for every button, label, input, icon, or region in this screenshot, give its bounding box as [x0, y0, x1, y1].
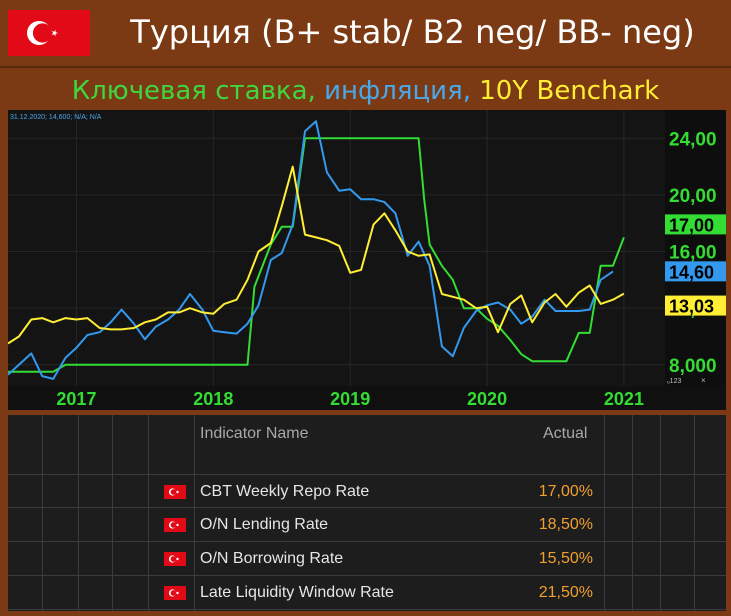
subtitle-key-rate: Ключевая ставка, — [71, 76, 325, 106]
indicator-table: Indicator Name Actual CBT Weekly Repo Ra… — [8, 415, 726, 611]
turkey-flag-icon — [164, 586, 186, 600]
turkey-flag-icon — [164, 485, 186, 499]
chart-subtitle: Ключевая ставка, инфляция, 10Y Benchark — [0, 76, 731, 106]
x-tick-label: 2017 — [56, 389, 96, 409]
x-axis-panel — [8, 386, 726, 410]
indicator-actual: 21,50% — [538, 584, 593, 601]
y-tick-label: 24,00 — [669, 129, 717, 150]
last-value-badge — [665, 295, 726, 316]
series-line-key_rate — [8, 137, 625, 373]
last-value-label: 13,03 — [669, 297, 714, 317]
indicator-name: O/N Lending Rate — [200, 516, 329, 533]
indicator-actual: 17,00% — [538, 483, 593, 500]
turkey-flag-icon — [164, 518, 186, 532]
header: Турция (B+ stab/ B2 neg/ BB- neg) — [0, 0, 731, 66]
axis-close-icon: × — [701, 376, 706, 385]
last-value-label: 14,60 — [669, 262, 714, 282]
indicator-name: Late Liquidity Window Rate — [200, 584, 394, 601]
y-tick-label: 16,00 — [669, 243, 717, 264]
y-tick-label: 8,000 — [669, 356, 717, 377]
turkey-flag-icon — [164, 552, 186, 566]
y-axis-panel — [665, 110, 726, 386]
indicator-actual: 18,50% — [538, 516, 593, 533]
turkey-flag-icon — [8, 10, 90, 56]
series-line-benchmark_10y — [8, 165, 625, 345]
y-tick-label: 20,00 — [669, 186, 717, 207]
last-value-badge — [665, 214, 726, 235]
series-line-inflation — [8, 120, 614, 380]
indicator-actual: 15,50% — [538, 550, 593, 567]
column-header-indicator[interactable]: Indicator Name — [200, 425, 309, 442]
chart-info-line: 31.12.2020; 14,600; N/A; N/A — [10, 114, 102, 121]
plot-area — [8, 110, 665, 386]
page-title: Турция (B+ stab/ B2 neg/ BB- neg) — [130, 13, 695, 51]
last-value-badge — [665, 261, 726, 282]
column-header-actual[interactable]: Actual — [543, 425, 588, 442]
indicator-name: CBT Weekly Repo Rate — [200, 483, 370, 500]
x-tick-label: 2021 — [604, 389, 644, 409]
x-tick-label: 2018 — [193, 389, 233, 409]
table-row[interactable]: O/N Lending Rate 18,50% — [158, 508, 603, 541]
indicator-name: O/N Borrowing Rate — [200, 550, 344, 567]
x-tick-label: 2020 — [467, 389, 507, 409]
x-tick-label: 2019 — [330, 389, 370, 409]
table-row[interactable]: O/N Borrowing Rate 15,50% — [158, 542, 603, 575]
table-row[interactable]: CBT Weekly Repo Rate 17,00% — [158, 475, 603, 508]
subtitle-benchmark: 10Y Benchark — [479, 76, 660, 106]
last-value-label: 17,00 — [669, 215, 714, 235]
subtitle-bar: Ключевая ставка, инфляция, 10Y Benchark — [0, 66, 731, 110]
axis-footer: ᵤ123 — [667, 378, 681, 385]
table-row[interactable]: Late Liquidity Window Rate 21,50% — [158, 576, 603, 609]
subtitle-inflation: инфляция, — [324, 76, 480, 106]
